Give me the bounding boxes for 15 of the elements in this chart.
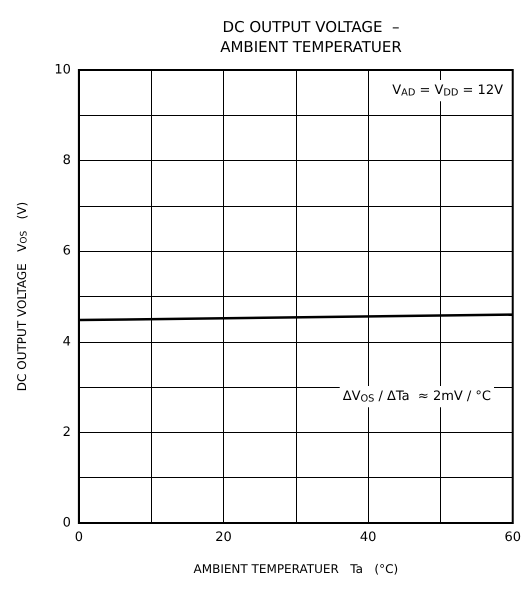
- y-tick-label: 10: [54, 62, 71, 78]
- y-tick-label: 6: [62, 244, 71, 259]
- y-tick-label: 4: [62, 334, 71, 350]
- chart-title: DC OUTPUT VOLTAGE – AMBIENT TEMPERATUER: [220, 18, 402, 56]
- x-axis-title: AMBIENT TEMPERATUER Ta (°C): [194, 562, 398, 576]
- text: DC OUTPUT VOLTAGE VOS (V): [15, 202, 30, 392]
- y-tick-label: 0: [62, 516, 71, 530]
- annotation: ΔVOS / ΔTa ≈ 2mV / °C: [342, 389, 492, 405]
- x-tick-label: 40: [360, 530, 376, 545]
- annotation: VAD = VDD = 12V: [392, 83, 504, 99]
- y-tick-label: 2: [62, 424, 71, 440]
- y-tick-label: 8: [62, 153, 71, 168]
- x-tick-label: 60: [504, 530, 521, 545]
- x-tick-label: 0: [74, 530, 84, 545]
- x-tick-label: 20: [215, 530, 232, 545]
